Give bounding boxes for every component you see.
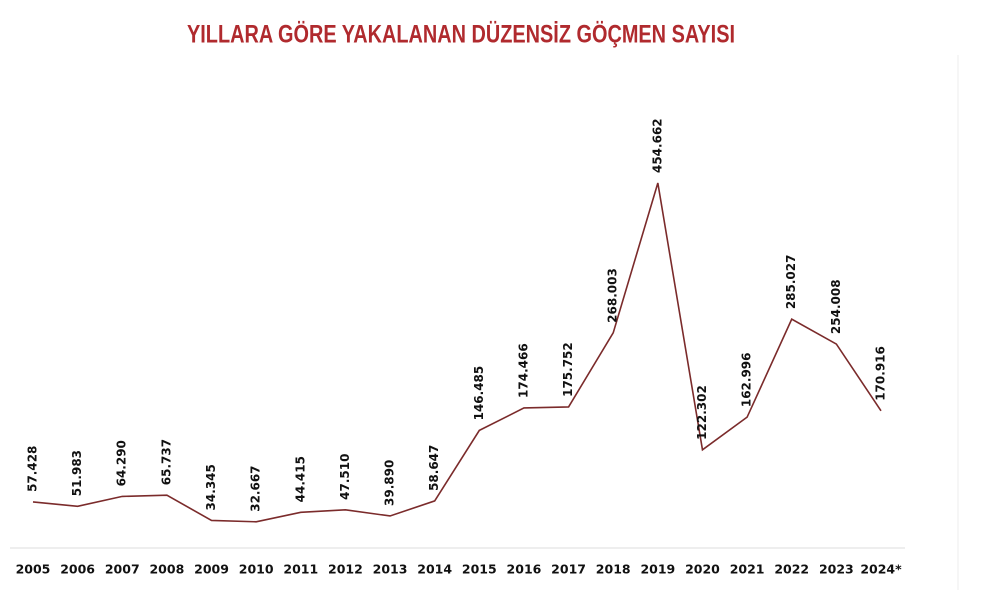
data-label: 51.983 bbox=[70, 450, 84, 496]
data-line bbox=[32, 182, 882, 523]
data-label: 57.428 bbox=[26, 446, 40, 492]
x-tick-label: 2010 bbox=[239, 562, 274, 577]
data-label: 39.890 bbox=[383, 460, 397, 506]
data-label: 32.667 bbox=[249, 465, 263, 511]
data-label: 65.737 bbox=[159, 439, 173, 485]
x-tick-label: 2008 bbox=[149, 562, 184, 577]
x-tick-label: 2005 bbox=[16, 562, 51, 577]
x-tick-label: 2006 bbox=[60, 562, 95, 577]
x-tick-label: 2020 bbox=[685, 562, 720, 577]
x-tick-label: 2021 bbox=[730, 562, 765, 577]
x-tick-label: 2012 bbox=[328, 562, 363, 577]
data-label: 254.008 bbox=[829, 279, 843, 334]
chart-title: YILLARA GÖRE YAKALANAN DÜZENSİZ GÖÇMEN S… bbox=[187, 20, 735, 49]
data-label: 170.916 bbox=[874, 346, 888, 401]
data-label: 268.003 bbox=[606, 268, 620, 323]
x-tick-label: 2017 bbox=[551, 562, 586, 577]
x-tick-label: 2016 bbox=[507, 562, 542, 577]
data-label: 122.302 bbox=[695, 385, 709, 440]
data-label: 146.485 bbox=[472, 366, 486, 421]
data-label: 454.662 bbox=[650, 118, 664, 173]
x-tick-label: 2007 bbox=[105, 562, 140, 577]
data-label: 58.647 bbox=[427, 445, 441, 491]
data-label: 162.996 bbox=[740, 352, 754, 407]
x-tick-label: 2018 bbox=[596, 562, 631, 577]
x-tick-label: 2009 bbox=[194, 562, 229, 577]
data-label: 64.290 bbox=[115, 440, 129, 486]
x-tick-label: 2024* bbox=[860, 562, 902, 577]
x-tick-label: 2015 bbox=[462, 562, 497, 577]
x-tick-label: 2022 bbox=[774, 562, 809, 577]
x-tick-label: 2011 bbox=[283, 562, 318, 577]
x-tick-label: 2014 bbox=[417, 562, 452, 577]
data-label: 34.345 bbox=[204, 464, 218, 510]
data-label: 285.027 bbox=[784, 255, 798, 310]
x-tick-label: 2019 bbox=[640, 562, 675, 577]
x-tick-label: 2013 bbox=[373, 562, 408, 577]
data-label: 174.466 bbox=[516, 343, 530, 398]
data-label: 44.415 bbox=[293, 456, 307, 502]
x-tick-label: 2023 bbox=[819, 562, 854, 577]
data-label: 175.752 bbox=[561, 342, 575, 397]
data-label: 47.510 bbox=[338, 454, 352, 500]
